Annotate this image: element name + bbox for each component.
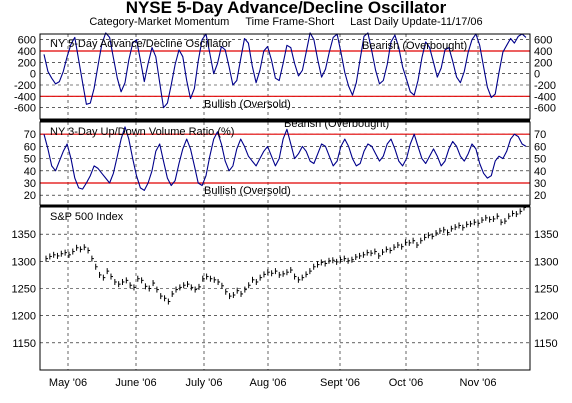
reference-label: Bullish (Oversold) [204, 185, 291, 197]
panel-title: S&P 500 Index [50, 211, 124, 223]
y-tick-label-left: 70 [24, 129, 36, 141]
chart-subtitle: Category-Market Momentum Time Frame-Short… [0, 16, 572, 29]
y-tick-label-right: 1350 [534, 229, 558, 241]
y-tick-label-left: 1300 [12, 256, 36, 268]
y-tick-label-left: 1350 [12, 229, 36, 241]
y-tick-label-left: 1150 [12, 338, 36, 350]
y-tick-label-right: 50 [534, 154, 546, 166]
x-tick-label: Aug '06 [250, 377, 287, 389]
reference-label: Bearish (Overbought) [362, 40, 467, 52]
y-tick-label-left: 30 [24, 178, 36, 190]
panel-title: NY 5-Day Advance/Decline Oscillator [50, 38, 232, 50]
x-tick-label: Sept '06 [320, 377, 360, 389]
y-tick-label-left: 600 [18, 35, 36, 47]
y-tick-label-left: 1200 [12, 311, 36, 323]
y-tick-label-left: 200 [18, 57, 36, 69]
y-tick-label-right: -600 [534, 103, 556, 115]
y-tick-label-right: 400 [534, 46, 552, 58]
y-tick-label-left: 40 [24, 166, 36, 178]
y-tick-label-right: 70 [534, 129, 546, 141]
y-tick-label-right: 60 [534, 141, 546, 153]
y-tick-label-right: 1300 [534, 256, 558, 268]
x-tick-label: June '06 [115, 377, 156, 389]
y-tick-label-right: 600 [534, 35, 552, 47]
y-tick-label-left: -600 [14, 103, 36, 115]
y-tick-label-left: -200 [14, 80, 36, 92]
reference-label: Bearish (Overbought) [284, 118, 389, 130]
y-tick-label-right: 200 [534, 57, 552, 69]
y-tick-label-right: 0 [534, 69, 540, 81]
series-line [43, 126, 527, 191]
last-update-label: Last Daily Update-11/17/06 [350, 16, 483, 28]
y-tick-label-right: 1200 [534, 311, 558, 323]
y-tick-label-left: 400 [18, 46, 36, 58]
panel-3: 1350 1350 1300 1300 1250 1250 1200 1200 1150 1150… [12, 204, 558, 371]
y-tick-label-left: 0 [30, 69, 36, 81]
y-tick-label-right: 20 [534, 190, 546, 202]
chart-title: NYSE 5-Day Advance/Decline Oscillator [125, 0, 447, 17]
y-tick-label-right: 1250 [534, 284, 558, 296]
panel-frame [39, 206, 531, 371]
y-tick-label-right: -400 [534, 91, 556, 103]
y-tick-label-left: -400 [14, 91, 36, 103]
x-tick-label: May '06 [49, 377, 87, 389]
y-tick-label-left: 20 [24, 190, 36, 202]
y-tick-label-right: 40 [534, 166, 546, 178]
x-tick-label: Oct '06 [389, 377, 424, 389]
panel-frame [39, 33, 531, 120]
y-tick-label-right: 30 [534, 178, 546, 190]
y-tick-label-left: 1250 [12, 284, 36, 296]
x-tick-label: July '06 [186, 377, 223, 389]
y-tick-label-left: 50 [24, 154, 36, 166]
y-tick-label-right: 1150 [534, 338, 558, 350]
time-frame-label: Time Frame-Short [245, 16, 335, 28]
panel-title: NY 3-Day Up/Down Volume Ratio (%) [50, 126, 234, 138]
y-tick-label-right: -200 [534, 80, 556, 92]
series-line [43, 32, 527, 109]
x-tick-label: Nov '06 [460, 377, 497, 389]
y-tick-label-left: 60 [24, 141, 36, 153]
reference-label: Bullish (Oversold) [204, 98, 291, 110]
category-label: Category-Market Momentum [89, 16, 230, 28]
